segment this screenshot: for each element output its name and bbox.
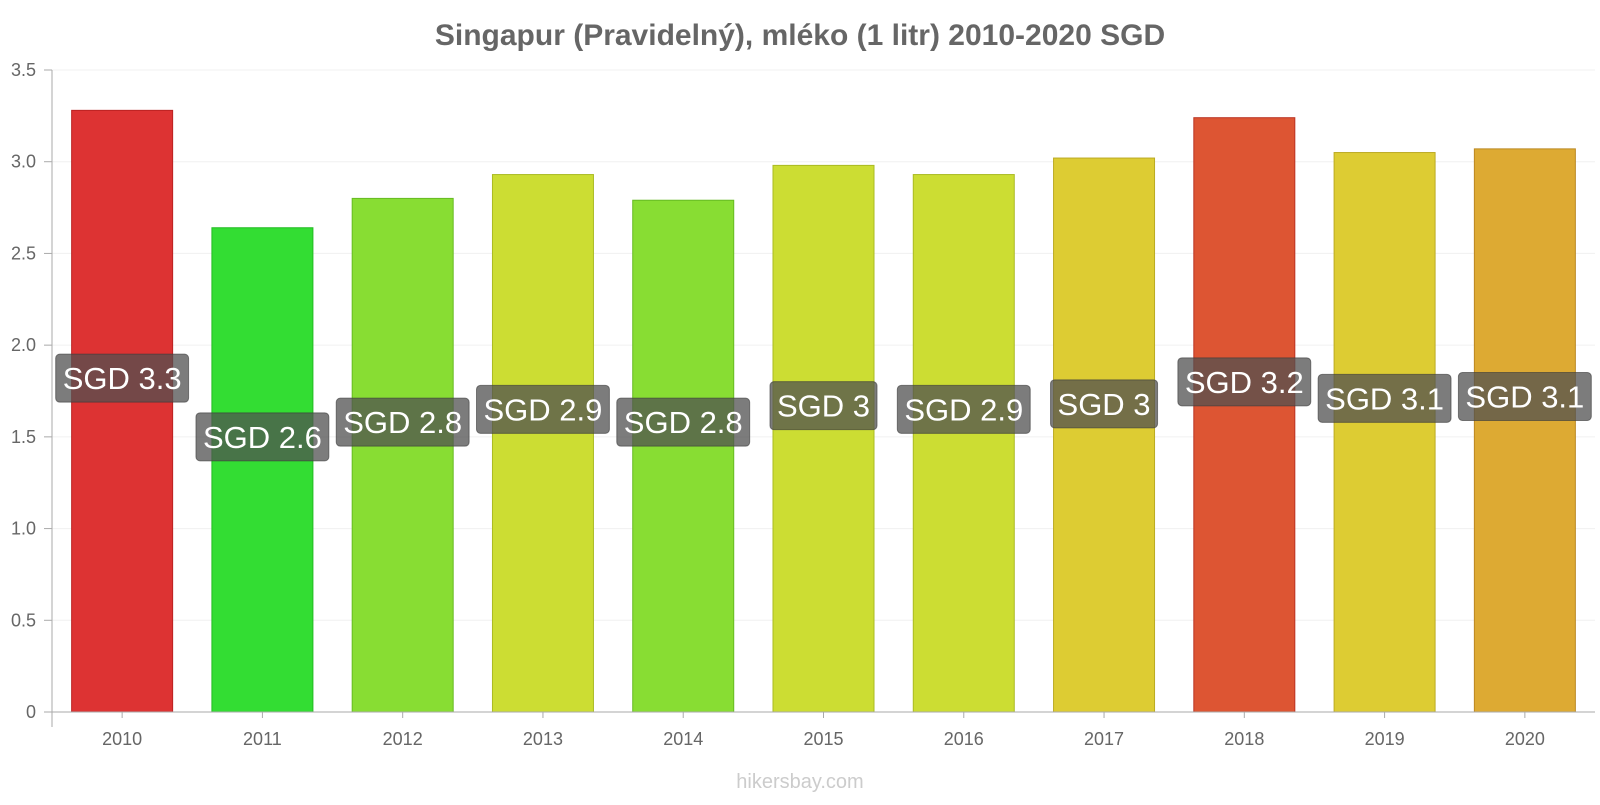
data-label-text: SGD 3.2: [1185, 365, 1304, 400]
bar-2016: [912, 174, 1015, 713]
data-label-text: SGD 2.8: [343, 405, 462, 440]
data-label-text: SGD 2.6: [203, 420, 322, 455]
y-tick-label: 1.0: [11, 519, 36, 539]
data-label-text: SGD 3.1: [1325, 381, 1444, 416]
y-axis: 0 0.5 1.0 1.5 2.0 2.5 3.0 3.5: [11, 60, 53, 727]
bar-2019: [1333, 152, 1436, 713]
data-label-box: [476, 384, 610, 434]
data-label-2020: SGD 3.1: [1457, 372, 1592, 422]
bar-2011: [211, 227, 314, 713]
data-label-box: [335, 397, 470, 447]
data-label-text: SGD 3.3: [63, 361, 182, 396]
x-tick-label: 2016: [944, 729, 984, 749]
bar-2010: [71, 109, 174, 713]
data-label-box: [55, 353, 190, 403]
data-label-2018: SGD 3.2: [1177, 357, 1312, 407]
data-label-text: SGD 3.1: [1465, 380, 1584, 415]
data-label-2013: SGD 2.9: [476, 384, 610, 434]
x-tick-label: 2010: [102, 729, 142, 749]
x-tick-label: 2013: [523, 729, 563, 749]
data-label-box: [195, 412, 330, 462]
data-label-2014: SGD 2.8: [616, 397, 751, 447]
data-label-box: [616, 397, 751, 447]
bar-2012: [351, 197, 454, 713]
y-tick-label: 3.0: [11, 152, 36, 172]
data-label-box: [1177, 357, 1312, 407]
data-label-text: SGD 2.9: [484, 392, 603, 427]
x-axis: 2010 2011 2012 2013 2014 2015 2016 2017 2018 2019…: [52, 711, 1595, 749]
data-label-box: [1317, 373, 1452, 423]
y-tick-label: 2.5: [11, 243, 36, 263]
bar-2015: [772, 164, 875, 713]
data-label-box: [1457, 372, 1592, 422]
data-label-text: SGD 3: [1058, 387, 1151, 422]
x-tick-label: 2018: [1224, 729, 1264, 749]
x-tick-label: 2020: [1505, 729, 1545, 749]
data-label-box: [769, 381, 878, 431]
data-label-2016: SGD 2.9: [896, 384, 1031, 434]
data-label-2017: SGD 3: [1050, 379, 1159, 429]
watermark: hikersbay.com: [736, 771, 863, 793]
y-tick-label: 0: [26, 702, 36, 722]
y-tick-label: 3.5: [11, 60, 36, 80]
x-tick-label: 2014: [663, 729, 703, 749]
data-label-text: SGD 2.9: [904, 392, 1023, 427]
y-tick-label: 2.0: [11, 335, 36, 355]
data-label-2015: SGD 3: [769, 381, 878, 431]
bar-2013: [491, 174, 594, 713]
x-tick-label: 2015: [803, 729, 843, 749]
bar-2014: [632, 199, 735, 713]
y-tick-label: 1.5: [11, 427, 36, 447]
data-label-2010: SGD 3.3: [55, 353, 190, 403]
data-label-box: [896, 384, 1031, 434]
chart-title: Singapur (Pravidelný), mléko (1 litr) 20…: [435, 19, 1165, 52]
x-tick-label: 2019: [1365, 729, 1405, 749]
data-label-text: SGD 3: [777, 389, 870, 424]
data-label-2012: SGD 2.8: [335, 397, 470, 447]
x-tick-label: 2017: [1084, 729, 1124, 749]
data-label-text: SGD 2.8: [624, 405, 743, 440]
data-label-2019: SGD 3.1: [1317, 373, 1452, 423]
x-tick-label: 2011: [243, 729, 282, 749]
data-label-2011: SGD 2.6: [195, 412, 330, 462]
data-label-box: [1050, 379, 1159, 429]
y-tick-label: 0.5: [11, 610, 36, 630]
bar-2018: [1193, 117, 1296, 713]
x-tick-label: 2012: [383, 729, 423, 749]
data-labels: SGD 3.3 SGD 2.6 SGD 2.8 SGD 2.9 SGD 2.8 SGD 3…: [55, 353, 1592, 462]
bars: [71, 109, 1576, 713]
bar-2020: [1473, 148, 1576, 713]
bar-2017: [1053, 157, 1156, 713]
